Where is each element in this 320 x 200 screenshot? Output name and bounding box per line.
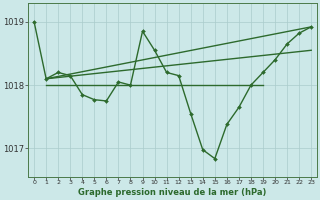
- X-axis label: Graphe pression niveau de la mer (hPa): Graphe pression niveau de la mer (hPa): [78, 188, 267, 197]
